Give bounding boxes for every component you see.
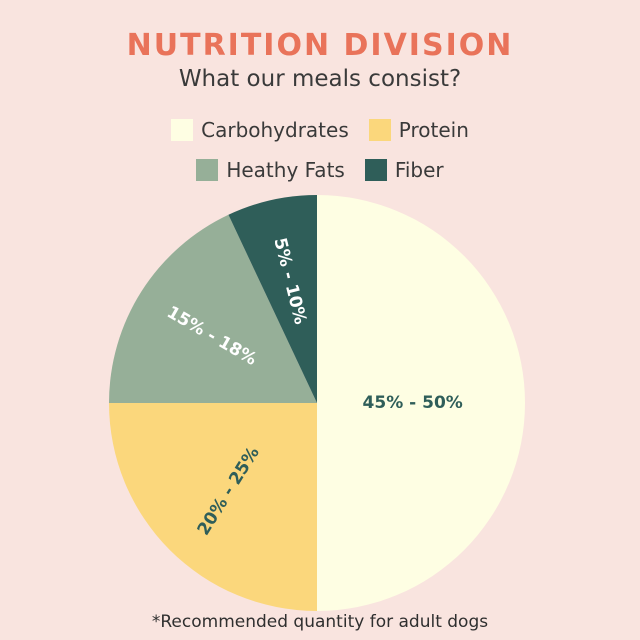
- legend-row-1: Carbohydrates Protein: [0, 118, 640, 142]
- pie-label-carbohydrates: 45% - 50%: [363, 393, 463, 413]
- legend-item-carbohydrates: Carbohydrates: [171, 118, 349, 142]
- legend-label-healthy-fats: Heathy Fats: [226, 158, 345, 182]
- chart-subtitle: What our meals consist?: [178, 66, 462, 92]
- legend-row-2: Heathy Fats Fiber: [0, 158, 640, 182]
- pie-slice-carbohydrates: [317, 195, 525, 611]
- legend-item-fiber: Fiber: [364, 158, 444, 182]
- legend-item-protein: Protein: [368, 118, 469, 142]
- footnote: *Recommended quantity for adult dogs: [151, 612, 489, 632]
- chart-title: NUTRITION DIVISION: [126, 28, 514, 63]
- legend-label-fiber: Fiber: [394, 158, 444, 182]
- legend-label-protein: Protein: [398, 118, 469, 142]
- pie-slice-fiber: [228, 195, 317, 403]
- pie-slice-protein: [109, 403, 317, 611]
- legend-swatch-protein: [368, 119, 391, 141]
- legend-swatch-fiber: [364, 159, 387, 181]
- pie-slice-healthy-fats: [109, 214, 317, 403]
- legend-item-healthy-fats: Heathy Fats: [196, 158, 345, 182]
- legend-label-carbohydrates: Carbohydrates: [201, 118, 349, 142]
- legend-swatch-carbohydrates: [171, 119, 194, 141]
- legend-swatch-healthy-fats: [196, 159, 219, 181]
